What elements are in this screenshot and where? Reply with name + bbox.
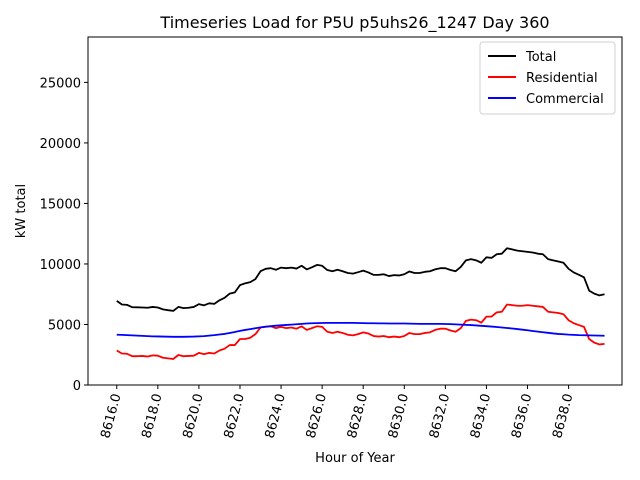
y-tick-label: 10000 [40,258,81,273]
y-tick-label: 15000 [40,197,81,212]
axes-frame [87,36,623,386]
y-tick-label: 5000 [48,318,81,333]
y-tick-label: 20000 [40,137,81,152]
series-line-total [116,247,605,312]
legend-label-total: Total [525,50,556,65]
y-axis-label: kW total [14,184,29,238]
legend-label-commercial: Commercial [526,92,604,107]
y-tick-label: 0 [73,379,81,394]
series-line-commercial [116,321,605,338]
legend-box [479,41,616,115]
legend-label-residential: Residential [526,71,598,86]
x-axis-label: Hour of Year [315,451,395,466]
chart-title: Timeseries Load for P5U p5uhs26_1247 Day… [159,13,549,33]
y-tick-label: 25000 [40,76,81,91]
series-line-residential [116,303,605,360]
legend: Total Residential Commercial [479,41,616,115]
